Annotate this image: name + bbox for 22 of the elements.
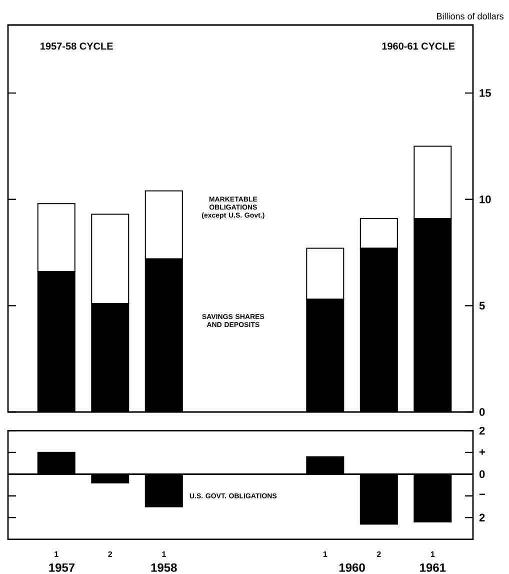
y-tick-label: 2 bbox=[479, 514, 485, 522]
x-tick-label: 1 bbox=[54, 551, 58, 557]
y-tick-label: 2 bbox=[479, 426, 485, 435]
y-tick-label: 0 bbox=[479, 470, 485, 478]
x-tick-label: 1 bbox=[430, 551, 435, 557]
y-tick-label: 10 bbox=[480, 195, 491, 204]
y-tick-label: − bbox=[479, 494, 485, 495]
text: 1957 bbox=[49, 563, 75, 572]
text: 1958 bbox=[151, 563, 177, 572]
y-tick-label: 5 bbox=[479, 302, 485, 310]
y-axis-title: Billions of dollars bbox=[437, 12, 504, 20]
y-tick-label: 0 bbox=[479, 408, 485, 416]
text: 1960 bbox=[339, 563, 365, 572]
text: 1961 bbox=[420, 563, 446, 572]
x-tick-label: 1 bbox=[323, 551, 328, 557]
annotation: 1957-58 CYCLE bbox=[40, 42, 113, 50]
y-tick-label: + bbox=[479, 449, 485, 455]
annotation: 1960-61 CYCLE bbox=[382, 42, 455, 50]
y-tick-label: 15 bbox=[480, 89, 491, 97]
x-tick-label: 2 bbox=[376, 551, 381, 557]
x-tick-label: 2 bbox=[108, 551, 112, 557]
x-tick-label: 1 bbox=[162, 551, 166, 557]
